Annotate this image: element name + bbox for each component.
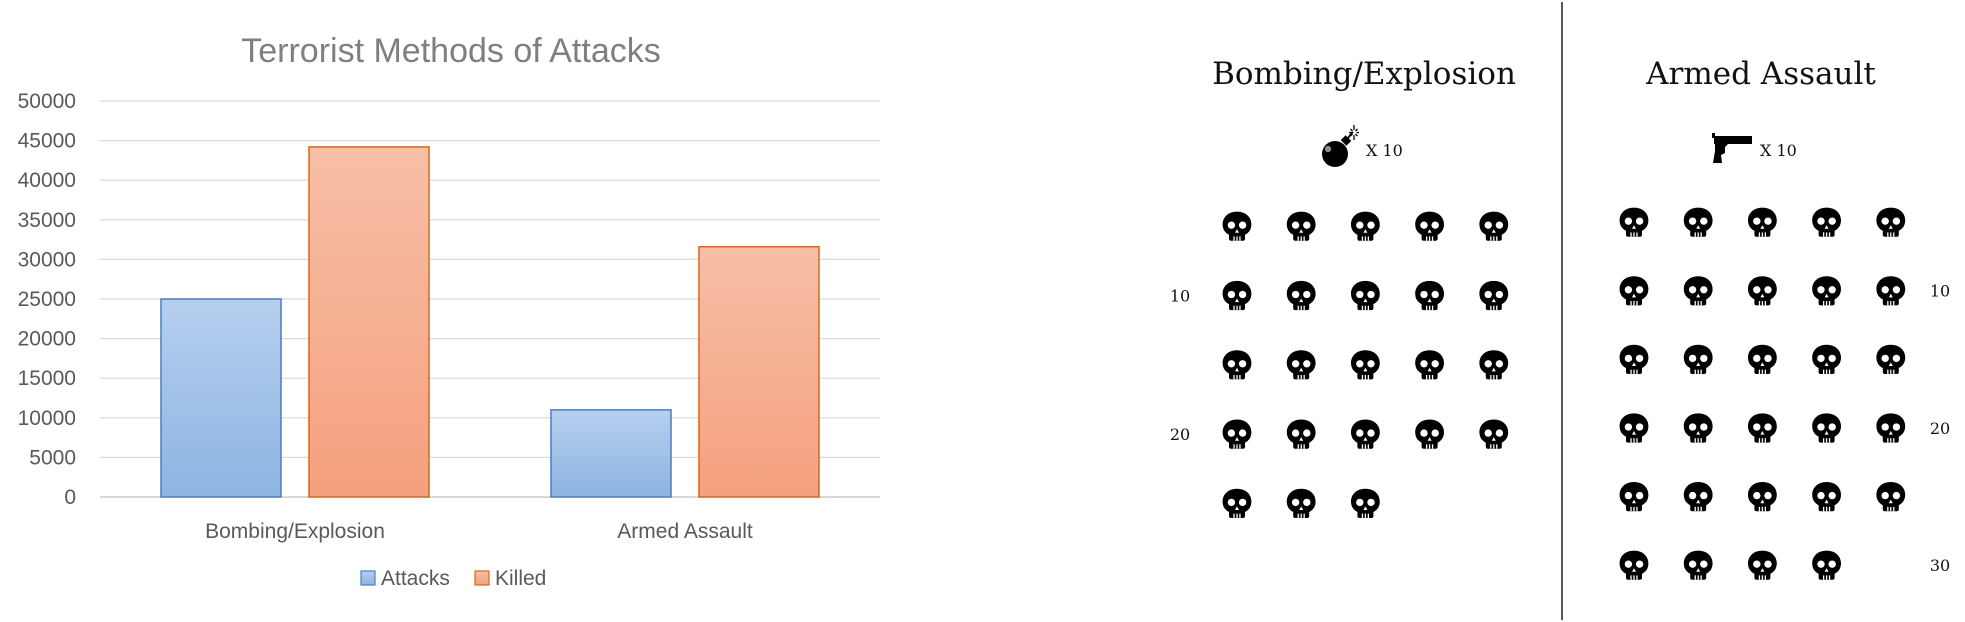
- skull-icon: [1748, 550, 1777, 580]
- skull-icon: [1619, 550, 1649, 580]
- skull-icon: [1222, 350, 1252, 380]
- bar-killed: [698, 245, 820, 498]
- category-labels: Bombing/Explosion Armed Assault: [205, 520, 753, 543]
- skull-icon: [1683, 550, 1713, 580]
- legend-label-attacks: Attacks: [381, 567, 450, 590]
- skull-icon: [1286, 419, 1316, 449]
- skull-icon: [1748, 207, 1777, 237]
- pictogram-armed-assault: Armed Assault X 10 10 20 30: [1619, 56, 1950, 580]
- row-count-label: 20: [1170, 425, 1190, 444]
- skull-icon: [1876, 413, 1906, 443]
- skull-icon: [1683, 482, 1713, 512]
- skull-icon: [1812, 276, 1841, 306]
- bar-killed: [308, 146, 430, 498]
- bomb-icon: [1322, 125, 1359, 167]
- y-tick-label: 20000: [18, 328, 76, 351]
- skull-icon: [1748, 276, 1777, 306]
- category-label: Armed Assault: [617, 520, 753, 543]
- skull-icon: [1683, 344, 1713, 374]
- skull-icon: [1683, 276, 1713, 306]
- multiplier-label-bombing: X 10: [1366, 141, 1403, 160]
- skull-icon: [1286, 350, 1316, 380]
- skull-icon: [1812, 482, 1841, 512]
- row-count-label: 10: [1170, 286, 1190, 305]
- row-count-label: 10: [1930, 282, 1950, 301]
- skull-icon: [1876, 344, 1906, 374]
- skull-icon: [1619, 207, 1649, 237]
- skull-icon: [1479, 280, 1509, 311]
- pictogram-title-bombing: Bombing/Explosion: [1212, 56, 1516, 92]
- skull-icon: [1876, 207, 1906, 237]
- row-count-label: 20: [1930, 419, 1950, 438]
- bars: [160, 146, 820, 498]
- skull-grid-armed-assault: 10 20 30: [1619, 207, 1950, 580]
- skull-icon: [1222, 488, 1252, 518]
- chart-title: Terrorist Methods of Attacks: [241, 32, 661, 70]
- skull-icon: [1351, 350, 1380, 380]
- row-count-label: 30: [1930, 556, 1950, 575]
- skull-icon: [1812, 413, 1841, 443]
- skull-icon: [1479, 419, 1509, 449]
- legend-label-killed: Killed: [495, 567, 546, 590]
- pictogram-bombing: Bombing/Explosion X 10 10 20: [1170, 56, 1516, 518]
- y-tick-label: 0: [64, 486, 76, 509]
- skull-icon: [1812, 207, 1841, 237]
- skull-icon: [1683, 413, 1713, 443]
- skull-icon: [1286, 280, 1316, 311]
- skull-icon: [1286, 488, 1316, 518]
- bar-chart: Terrorist Methods of Attacks 0 5000 10000 1…: [18, 32, 880, 590]
- y-axis-ticks: 0 5000 10000 15000 20000 25000 30000 35000 40000…: [18, 90, 76, 509]
- skull-icon: [1876, 482, 1906, 512]
- skull-icon: [1479, 350, 1509, 380]
- skull-icon: [1619, 344, 1649, 374]
- skull-icon: [1351, 211, 1380, 241]
- y-tick-label: 15000: [18, 367, 76, 390]
- skull-icon: [1619, 482, 1649, 512]
- skull-icon: [1351, 280, 1380, 311]
- y-tick-label: 25000: [18, 288, 76, 311]
- bar-attacks: [550, 409, 672, 498]
- multiplier-label-armed-assault: X 10: [1760, 141, 1797, 160]
- skull-icon: [1683, 207, 1713, 237]
- pictogram-title-armed-assault: Armed Assault: [1645, 56, 1876, 92]
- skull-icon: [1415, 280, 1444, 311]
- skull-icon: [1619, 276, 1649, 306]
- skull-icon: [1812, 344, 1841, 374]
- skull-icon: [1415, 350, 1444, 380]
- skull-icon: [1748, 482, 1777, 512]
- skull-icon: [1351, 488, 1380, 518]
- y-tick-label: 50000: [18, 90, 76, 113]
- y-tick-label: 45000: [18, 130, 76, 153]
- skull-icon: [1812, 550, 1841, 580]
- skull-icon: [1876, 276, 1906, 306]
- skull-icon: [1415, 211, 1444, 241]
- legend-swatch-attacks: [360, 570, 376, 586]
- skull-icon: [1415, 419, 1444, 449]
- skull-icon: [1222, 211, 1252, 241]
- y-tick-label: 30000: [18, 248, 76, 271]
- skull-icon: [1479, 211, 1509, 241]
- skull-icon: [1748, 413, 1777, 443]
- skull-icon: [1351, 419, 1380, 449]
- skull-icon: [1286, 211, 1316, 241]
- bar-attacks: [160, 298, 282, 498]
- legend-swatch-killed: [474, 570, 490, 586]
- legend: Attacks Killed: [360, 567, 546, 590]
- skull-grid-bombing: 10 20: [1170, 211, 1509, 518]
- y-tick-label: 10000: [18, 407, 76, 430]
- skull-icon: [1222, 419, 1252, 449]
- skull-icon: [1222, 280, 1252, 311]
- y-tick-label: 35000: [18, 209, 76, 232]
- category-label: Bombing/Explosion: [205, 520, 385, 543]
- y-tick-label: 40000: [18, 169, 76, 192]
- skull-icon: [1748, 344, 1777, 374]
- y-tick-label: 5000: [29, 446, 76, 469]
- skull-icon: [1619, 413, 1649, 443]
- gun-icon: [1712, 133, 1752, 163]
